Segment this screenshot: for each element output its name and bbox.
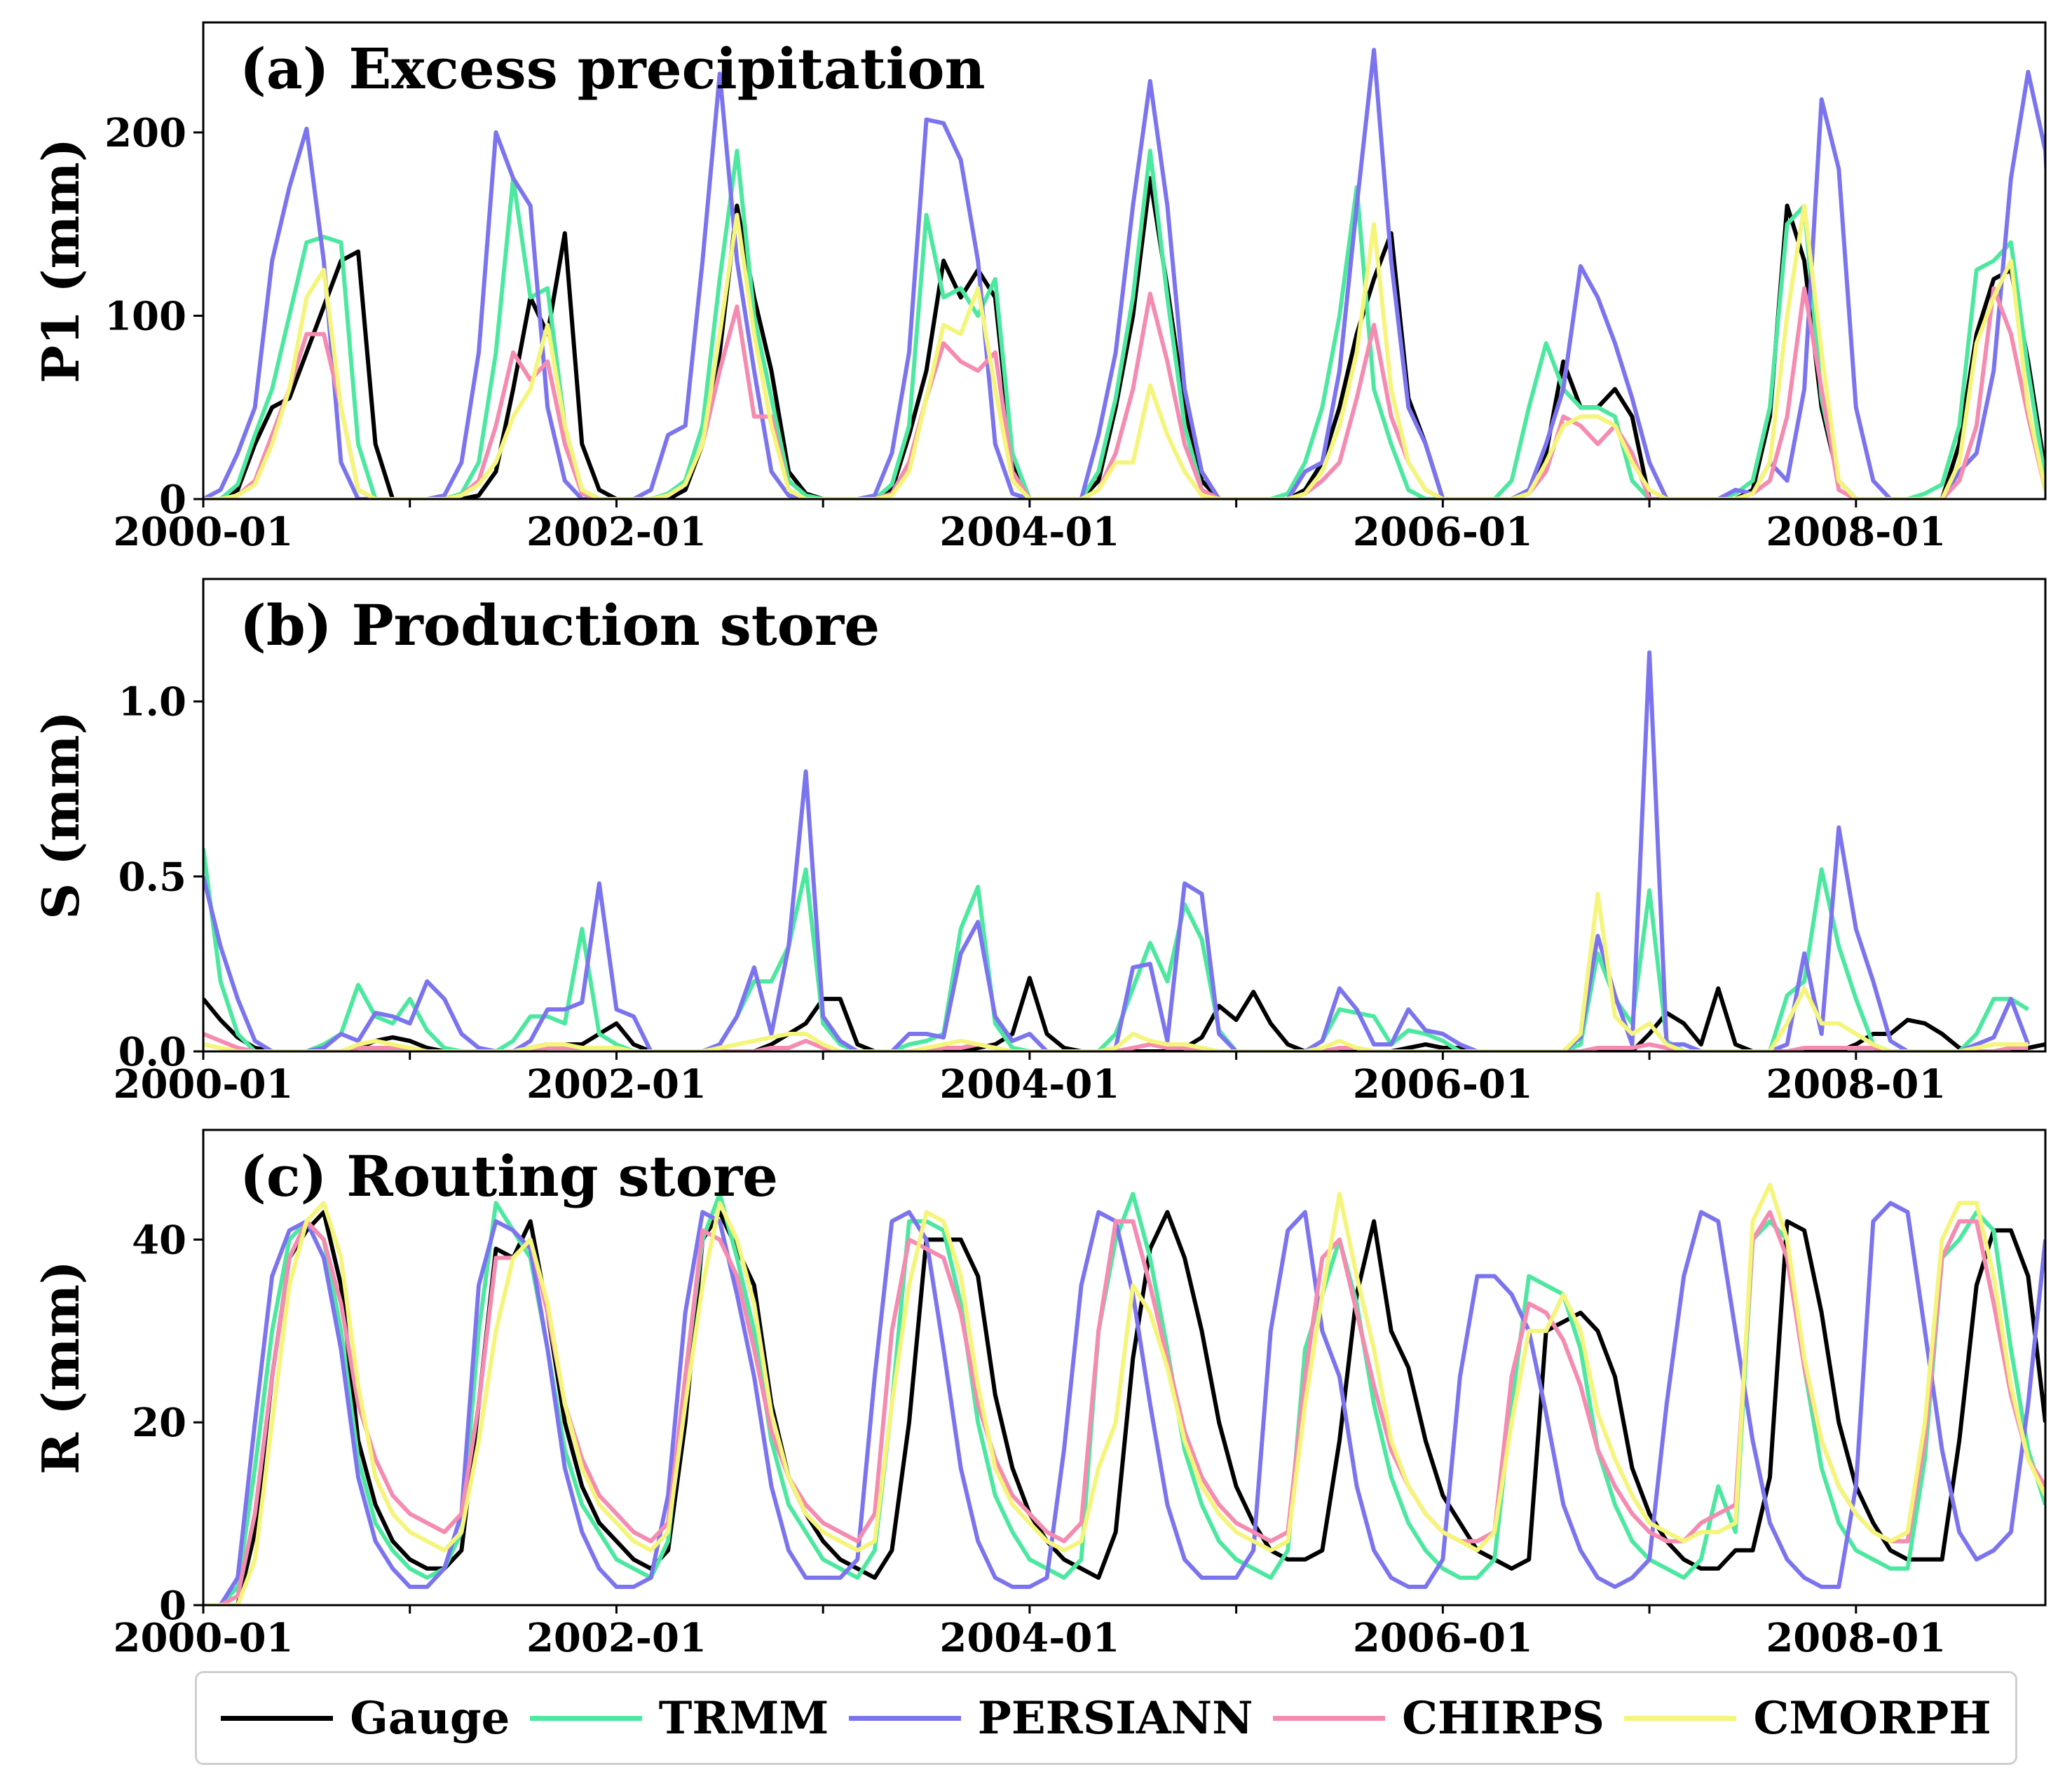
series-cmorph-line xyxy=(203,1182,2045,1605)
y-tick-label: 100 xyxy=(104,293,186,339)
panel-c: 0 20 40 2000-01 2002-01 2004-01 2006-01 2008-01… xyxy=(31,1129,2047,1661)
x-tick-label: 2004-01 xyxy=(939,1615,1119,1661)
legend-swatch-gauge xyxy=(221,1715,334,1721)
x-tick-label: 2008-01 xyxy=(1766,509,1946,555)
x-tick-label: 2000-01 xyxy=(113,1615,293,1661)
legend-swatch-persiann xyxy=(848,1715,961,1721)
x-tick-label: 2004-01 xyxy=(939,509,1119,555)
legend-swatch-cmorph xyxy=(1624,1715,1737,1721)
panel-title: (b) Production store xyxy=(240,592,880,658)
panel-title: (a) Excess precipitation xyxy=(240,36,986,102)
y-tick-label: 1.0 xyxy=(118,679,186,725)
series-chirps-line xyxy=(203,1210,2045,1605)
x-tick-label: 2006-01 xyxy=(1353,1061,1533,1107)
y-tick-label: 40 xyxy=(132,1217,186,1263)
legend-item-gauge: Gauge xyxy=(221,1692,510,1745)
x-tick-label: 2008-01 xyxy=(1766,1615,1946,1661)
legend-label-gauge: Gauge xyxy=(350,1691,510,1745)
panel-title: (c) Routing store xyxy=(240,1143,778,1209)
legend-label-persiann: PERSIANN xyxy=(977,1691,1253,1745)
plot-frame xyxy=(202,578,2047,1053)
x-tick-label: 2004-01 xyxy=(939,1061,1119,1107)
y-tick-label: 0 xyxy=(159,477,186,523)
y-axis-label: S (mm) xyxy=(31,711,90,920)
series-cmorph-line xyxy=(203,892,2029,1051)
x-tick-label: 2002-01 xyxy=(526,1061,707,1107)
y-tick-label: 0.0 xyxy=(118,1029,186,1075)
series-trmm-line xyxy=(203,848,2029,1051)
panel-a: 0 100 200 2000-01 2002-01 2004-01 2006-01 2008-… xyxy=(31,21,2047,555)
legend-item-trmm: TRMM xyxy=(529,1691,829,1745)
legend-item-persiann: PERSIANN xyxy=(848,1691,1253,1745)
y-tick-label: 0 xyxy=(159,1583,186,1629)
x-tick-label: 2000-01 xyxy=(113,1061,293,1107)
x-tick-label: 2002-01 xyxy=(526,509,707,555)
legend-swatch-trmm xyxy=(529,1715,642,1721)
legend-item-chirps: CHIRPS xyxy=(1273,1692,1604,1745)
legend: Gauge TRMM PERSIANN CHIRPS CMORPH xyxy=(195,1671,2017,1765)
legend-item-cmorph: CMORPH xyxy=(1624,1692,1991,1745)
panel-b: 0.0 0.5 1.0 2000-01 2002-01 2004-01 2006-01 200… xyxy=(31,578,2047,1107)
series-persiann-line xyxy=(203,1201,2045,1605)
x-tick-label: 2000-01 xyxy=(113,509,293,555)
legend-label-trmm: TRMM xyxy=(658,1691,829,1745)
y-axis-label: P1 (mm) xyxy=(31,138,90,383)
legend-label-cmorph: CMORPH xyxy=(1753,1691,1991,1745)
series-persiann-line xyxy=(203,650,2031,1051)
x-tick-label: 2008-01 xyxy=(1766,1061,1946,1107)
legend-swatch-chirps xyxy=(1273,1715,1386,1721)
y-tick-label: 20 xyxy=(132,1400,186,1446)
legend-label-chirps: CHIRPS xyxy=(1402,1691,1604,1745)
y-axis-label: R (mm) xyxy=(31,1260,90,1474)
x-tick-label: 2002-01 xyxy=(526,1615,707,1661)
y-tick-label: 0.5 xyxy=(118,854,186,900)
x-tick-label: 2006-01 xyxy=(1353,1615,1533,1661)
y-tick-label: 200 xyxy=(104,110,186,156)
x-tick-label: 2006-01 xyxy=(1353,509,1533,555)
plot-frame xyxy=(202,1129,2047,1607)
plot-frame xyxy=(202,21,2047,500)
